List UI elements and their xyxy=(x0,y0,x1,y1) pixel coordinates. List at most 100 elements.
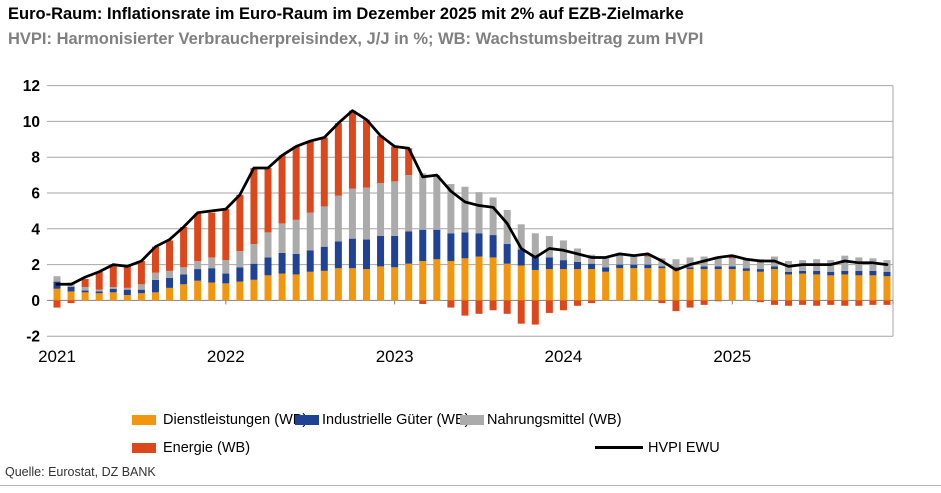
y-axis-label: 10 xyxy=(23,114,40,131)
bar-segment-services xyxy=(658,268,666,301)
bar-segment-energy xyxy=(588,300,596,304)
bar-segment-energy xyxy=(489,300,497,311)
bar-segment-goods xyxy=(517,249,525,266)
bar-segment-energy xyxy=(799,300,807,305)
bar-segment-goods xyxy=(503,244,511,264)
bar-segment-food xyxy=(588,254,596,264)
bar-segment-goods xyxy=(236,267,244,282)
bar-segment-food xyxy=(320,206,328,247)
bar-segment-services xyxy=(53,288,61,301)
bar-segment-goods xyxy=(545,257,553,270)
bar-segment-food xyxy=(81,286,89,291)
bar-segment-goods xyxy=(813,270,821,275)
bar-segment-services xyxy=(827,275,835,301)
bar-segment-energy xyxy=(658,300,666,304)
bar-segment-food xyxy=(630,255,638,265)
bar-segment-food xyxy=(348,188,356,239)
hvpi-ewu-line xyxy=(55,109,889,286)
bar-segment-services xyxy=(166,287,174,301)
bar-segment-energy xyxy=(686,300,694,308)
bar-segment-services xyxy=(236,281,244,301)
bar-segment-services xyxy=(841,274,849,301)
bar-segment-energy xyxy=(166,240,174,271)
bar-segment-energy xyxy=(461,300,469,316)
bar-segment-food xyxy=(194,261,202,270)
bar-segment-goods xyxy=(855,270,863,276)
bar-segment-services xyxy=(616,268,624,301)
bar-segment-services xyxy=(855,275,863,301)
bar-segment-food xyxy=(109,286,117,289)
bar-segment-energy xyxy=(700,300,708,305)
y-axis-label: 12 xyxy=(23,78,40,95)
x-axis-label: 2024 xyxy=(545,347,583,366)
energy-swatch-icon xyxy=(132,443,156,453)
bar-segment-services xyxy=(334,268,342,301)
bar-segment-food xyxy=(545,235,553,258)
bar-segment-energy xyxy=(81,278,89,287)
bar-segment-goods xyxy=(616,264,624,269)
bar-segment-energy xyxy=(405,148,413,176)
bar-segment-services xyxy=(531,269,539,301)
bar-segment-services xyxy=(250,279,258,301)
bar-segment-goods xyxy=(686,267,694,270)
bar-segment-services xyxy=(377,266,385,301)
services-swatch-icon xyxy=(132,415,156,425)
bar-segment-services xyxy=(686,269,694,301)
bar-segment-food xyxy=(264,232,272,258)
bar-segment-energy xyxy=(672,300,680,312)
bar-segment-services xyxy=(194,280,202,301)
bar-segment-food xyxy=(461,186,469,233)
y-axis-label: 8 xyxy=(31,150,40,167)
chart-subtitle: HVPI: Harmonisierter Verbraucherpreisind… xyxy=(8,30,704,48)
bar-segment-food xyxy=(841,255,849,271)
bar-segment-goods xyxy=(194,269,202,281)
bar-segment-goods xyxy=(883,271,891,277)
bar-segment-services xyxy=(503,263,511,301)
chart-title: Euro-Raum: Inflationsrate im Euro-Raum i… xyxy=(8,5,684,23)
bar-segment-services xyxy=(799,273,807,301)
bar-segment-food xyxy=(447,184,455,234)
bar-segment-services xyxy=(461,258,469,301)
bar-segment-food xyxy=(531,233,539,257)
bar-segment-energy xyxy=(362,119,370,188)
bar-segment-goods xyxy=(672,267,680,270)
legend-label-energy: Energie (WB) xyxy=(163,440,251,456)
bar-segment-services xyxy=(208,282,216,301)
bar-segment-goods xyxy=(770,266,778,270)
bar-segment-energy xyxy=(123,266,131,288)
bar-segment-goods xyxy=(109,288,117,293)
bar-segment-goods xyxy=(461,232,469,259)
bar-segment-services xyxy=(109,292,117,301)
bar-segment-services xyxy=(433,259,441,301)
bar-segment-food xyxy=(602,257,610,268)
bar-segment-services xyxy=(419,261,427,301)
bar-segment-energy xyxy=(137,261,145,285)
bar-segment-services xyxy=(869,275,877,301)
bar-segment-goods xyxy=(137,289,145,294)
bar-segment-food xyxy=(362,187,370,240)
bar-segment-goods xyxy=(377,235,385,267)
bar-segment-energy xyxy=(714,300,722,302)
bar-segment-energy xyxy=(419,300,427,304)
bar-segment-services xyxy=(883,276,891,301)
bar-segment-goods xyxy=(559,260,567,270)
bar-segment-energy xyxy=(756,300,764,303)
bar-segment-services xyxy=(348,268,356,301)
bar-segment-food xyxy=(292,219,300,254)
bar-segment-food xyxy=(419,173,427,230)
bar-segment-energy xyxy=(545,300,553,313)
bar-segment-services xyxy=(67,291,75,301)
bar-segment-food xyxy=(236,251,244,268)
bar-segment-goods xyxy=(334,241,342,269)
bar-segment-services xyxy=(475,256,483,301)
bar-segment-energy xyxy=(208,212,216,258)
bar-segment-services xyxy=(362,269,370,301)
bar-segment-energy xyxy=(855,300,863,306)
bar-segment-services xyxy=(714,269,722,301)
bar-segment-goods xyxy=(869,270,877,276)
bar-segment-services xyxy=(672,269,680,301)
bar-segment-food xyxy=(475,192,483,234)
bar-segment-services xyxy=(813,274,821,301)
